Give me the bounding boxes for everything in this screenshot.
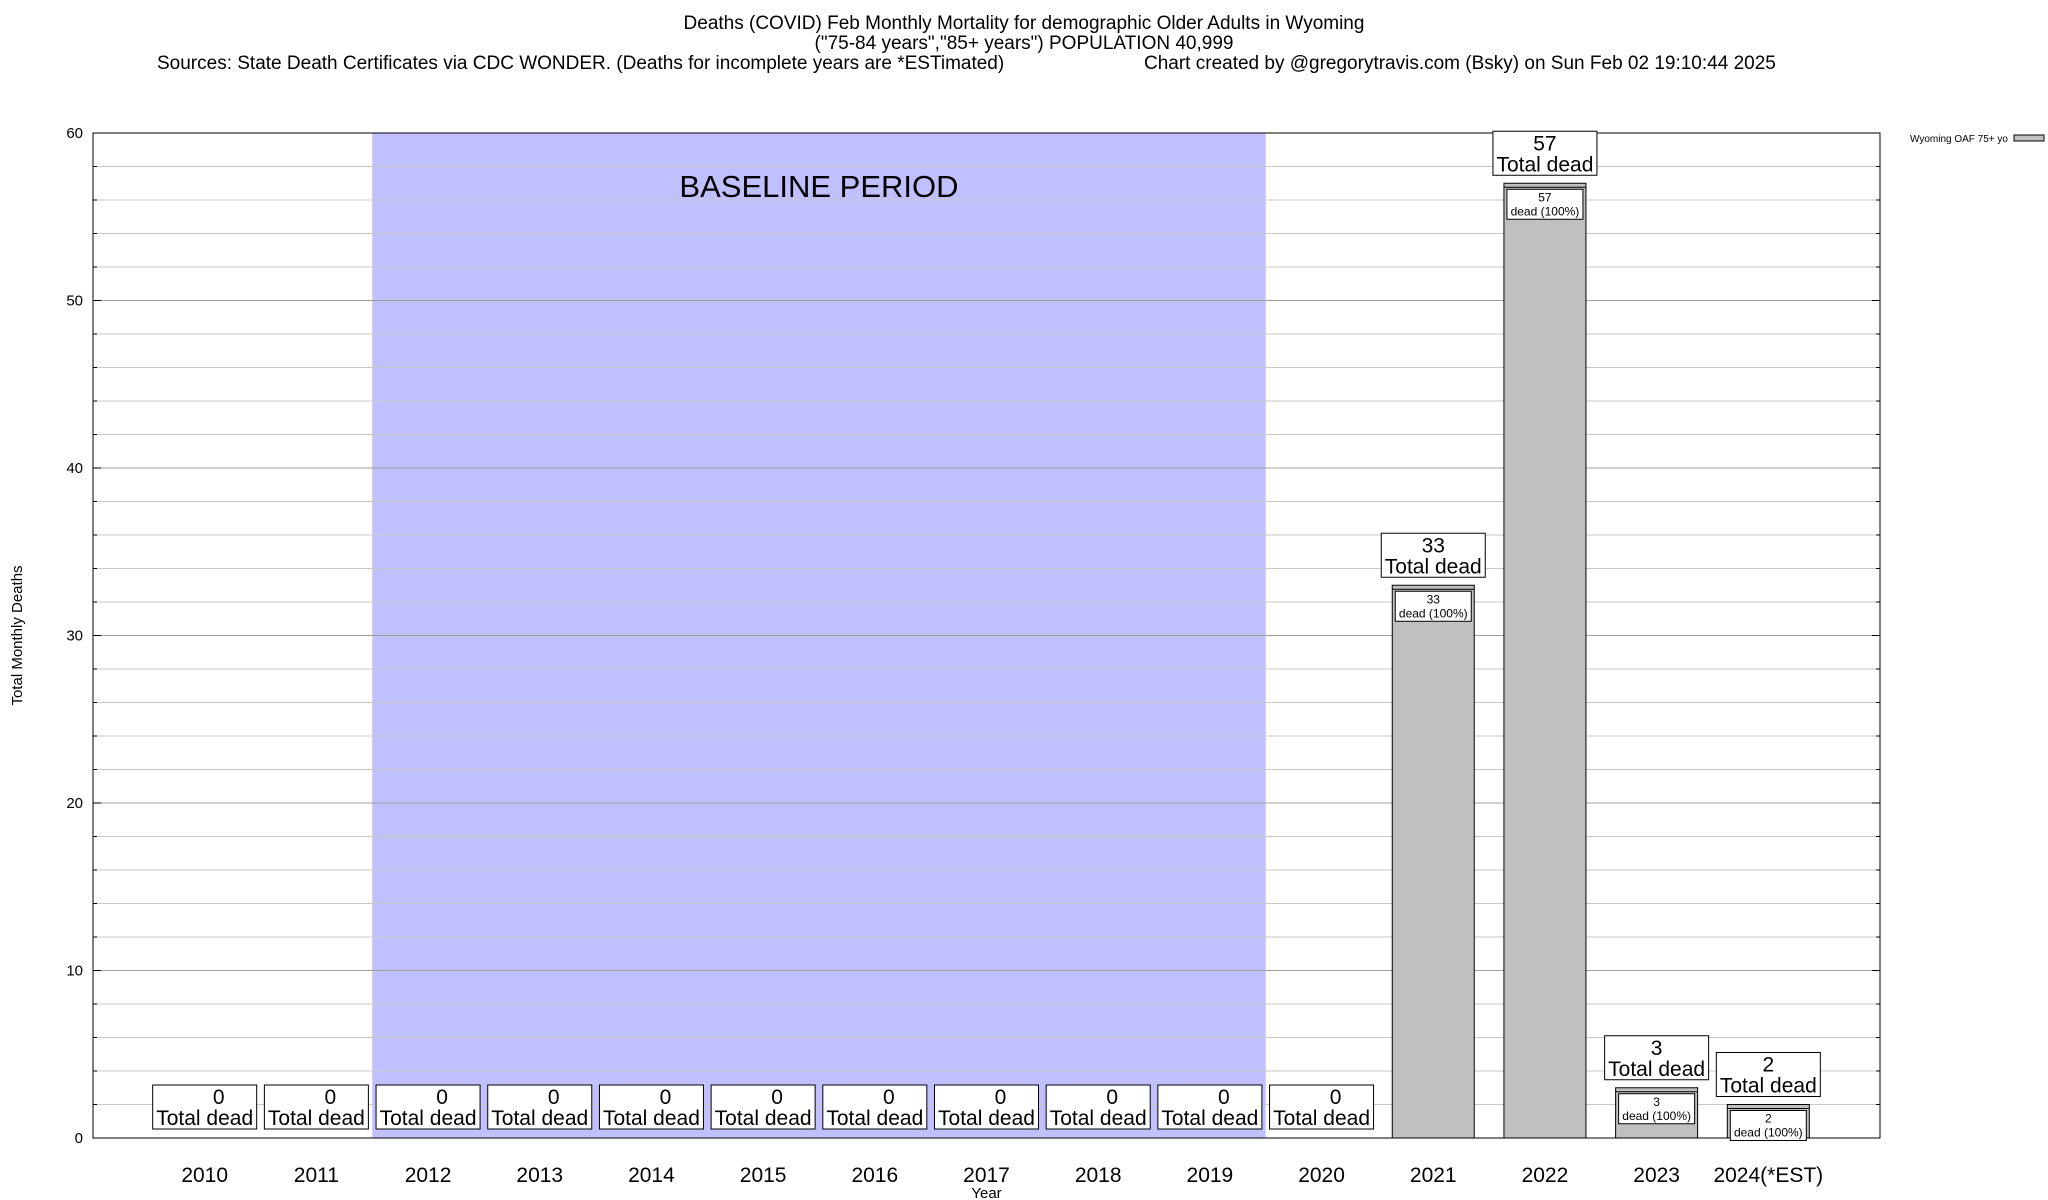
bar-label-text: Total dead [1050,1107,1147,1130]
bar-value-label: 57 [1533,132,1556,155]
bar-label-text: Total dead [715,1107,812,1130]
y-tick-label: 30 [66,628,83,645]
bar-label-text: Total dead [1720,1075,1817,1098]
x-tick-label: 2020 [1298,1164,1345,1187]
bar-label-text: Total dead [380,1107,477,1130]
bar-label-box [1157,1084,1263,1130]
x-tick-label: 2022 [1522,1164,1569,1187]
bar-label-box [375,1084,481,1130]
bar-value-label: 0 [1218,1086,1230,1109]
bar-value-label: 0 [1330,1086,1342,1109]
x-axis-label: Year [971,1185,1001,1200]
chart-subtitle: ("75-84 years","85+ years") POPULATION 4… [814,33,1234,54]
x-tick-label: 2019 [1187,1164,1234,1187]
bar-value-label: 2 [1762,1054,1774,1077]
bar-inner-value: 33 [1427,592,1441,606]
bar-value-label: 0 [436,1086,448,1109]
chart-title: Deaths (COVID) Feb Monthly Mortality for… [683,13,1365,34]
bar-value-label: 0 [548,1086,560,1109]
baseline-label: BASELINE PERIOD [679,169,958,204]
bar-label-text: Total dead [826,1107,923,1130]
bar-inner-value: 57 [1538,190,1552,204]
bar-label-box [263,1084,369,1130]
bar-value-label: 0 [771,1086,783,1109]
bar-label-box [1604,1035,1710,1081]
bar-label-text: Total dead [938,1107,1035,1130]
bar-label-text: Total dead [1161,1107,1258,1130]
x-tick-label: 2013 [516,1164,563,1187]
bar-inner-label-box [1618,1093,1696,1125]
x-tick-label: 2018 [1075,1164,1122,1187]
x-tick-label: 2021 [1410,1164,1457,1187]
bar-label-text: Total dead [268,1107,365,1130]
y-tick-label: 0 [75,1130,83,1147]
bar [1391,584,1475,1139]
x-tick-label: 2011 [294,1164,339,1187]
x-tick-label: 2017 [963,1164,1010,1187]
bar-inner-pct: dead (100%) [1734,1126,1803,1140]
bar-label-box [1269,1084,1375,1130]
bar-inner-label-box [1729,1110,1807,1141]
bar-inner-pct: dead (100%) [1399,606,1468,620]
bar-inner-value: 3 [1653,1095,1660,1109]
x-tick-label: 2010 [181,1164,228,1187]
x-tick-label: 2023 [1633,1164,1680,1187]
bar-label-text: Total dead [1273,1107,1370,1130]
legend-label: Wyoming OAF 75+ yo [1910,134,2008,145]
y-tick-label: 10 [66,963,83,980]
bar-inner-label-box [1394,590,1472,622]
bar-label-text: Total dead [491,1107,588,1130]
bar-inner-label-box [1506,188,1584,220]
bar-label-box [1380,532,1486,578]
bar-inner-value: 2 [1765,1112,1772,1126]
bar-value-label: 0 [325,1086,337,1109]
bar-value-label: 0 [995,1086,1007,1109]
chart-credit: Chart created by @gregorytravis.com (Bsk… [1144,53,1776,74]
bar-label-text: Total dead [603,1107,700,1130]
bar-value-label: 0 [1106,1086,1118,1109]
bar-label-text: Total dead [156,1107,253,1130]
legend-swatch [2013,134,2045,142]
x-tick-label: 2015 [740,1164,787,1187]
bar-label-box [1045,1084,1151,1130]
bar-inner-pct: dead (100%) [1511,204,1580,218]
y-tick-label: 20 [66,795,83,812]
bar-label-text: Total dead [1608,1058,1705,1081]
bar-value-label: 0 [660,1086,672,1109]
bar-label-box [1492,130,1598,176]
bar-label-box [487,1084,593,1130]
x-tick-label: 2014 [628,1164,675,1187]
y-tick-label: 50 [66,293,83,310]
bar-label-box [1715,1052,1821,1097]
bar-value-label: 3 [1651,1037,1663,1060]
bar-label-box [710,1084,816,1130]
y-axis-label: Total Monthly Deaths [9,565,26,705]
bar-label-text: Total dead [1496,153,1593,176]
bar-value-label: 0 [213,1086,225,1109]
x-tick-label: 2024(*EST) [1713,1164,1823,1187]
sources-note: Sources: State Death Certificates via CD… [157,53,1005,74]
bar-value-label: 0 [883,1086,895,1109]
bar [1503,182,1587,1139]
bar-label-text: Total dead [1385,555,1482,578]
bar-inner-pct: dead (100%) [1622,1109,1691,1123]
bar-label-box [152,1084,258,1130]
bar-label-box [934,1084,1039,1130]
bar-label-box [598,1084,704,1130]
bar-label-box [822,1084,928,1130]
x-tick-label: 2012 [405,1164,452,1187]
x-tick-label: 2016 [851,1164,898,1187]
bar-value-label: 33 [1422,534,1445,557]
y-tick-label: 60 [66,125,83,142]
y-tick-label: 40 [66,460,83,477]
